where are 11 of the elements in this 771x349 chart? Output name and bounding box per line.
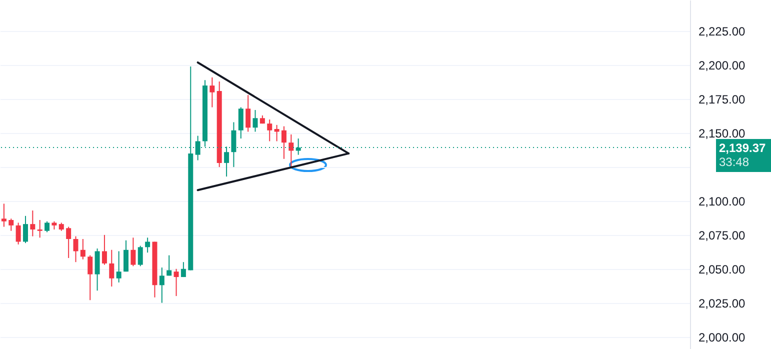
y-tick-label: 2,225.00 [698, 24, 746, 39]
y-tick-label: 2,000.00 [698, 330, 746, 344]
y-tick-label: 2,200.00 [698, 58, 746, 73]
y-tick-label: 2,075.00 [698, 228, 746, 242]
y-tick-label: 2,050.00 [698, 262, 746, 276]
ref-line-label: 2,139.37 [719, 140, 767, 155]
y-tick-label: 2,175.00 [698, 92, 746, 107]
y-tick-label: 2,100.00 [698, 194, 746, 208]
y-tick-label: 2,150.00 [698, 126, 746, 141]
y-tick-label: 2,025.00 [698, 296, 746, 310]
text: 33:48 [719, 154, 750, 169]
